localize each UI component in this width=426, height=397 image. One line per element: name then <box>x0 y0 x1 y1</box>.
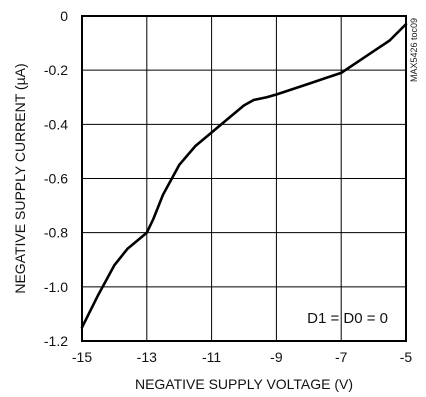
grid <box>81 15 407 342</box>
condition-annotation: D1 = D0 = 0 <box>307 310 388 327</box>
x-tick-label: -15 <box>72 349 92 365</box>
series-layer <box>80 22 408 329</box>
x-tick-label: -7 <box>335 349 348 365</box>
y-tick-label: -1.0 <box>44 279 68 295</box>
y-tick-label: -0.4 <box>44 116 68 132</box>
y-tick-label: -0.8 <box>44 225 68 241</box>
plot-frame <box>81 15 407 342</box>
y-tick-label: -0.6 <box>44 171 68 187</box>
y-tick-label: -1.2 <box>44 333 68 349</box>
series-line <box>80 22 408 329</box>
x-tick-label: -9 <box>270 349 283 365</box>
y-tick-labels: 0 -0.2 -0.4 -0.6 -0.8 -1.0 -1.2 <box>44 8 68 349</box>
x-tick-labels: -15 -13 -11 -9 -7 -5 <box>72 349 413 365</box>
figure-id-label: MAX5426 toc09 <box>409 18 419 82</box>
y-tick-label: -0.2 <box>44 62 68 78</box>
x-axis-title: NEGATIVE SUPPLY VOLTAGE (V) <box>135 376 353 392</box>
y-tick-label: 0 <box>60 8 68 24</box>
x-tick-label: -11 <box>202 349 221 365</box>
x-tick-label: -13 <box>137 349 157 365</box>
y-axis-title: NEGATIVE SUPPLY CURRENT (µA) <box>12 63 28 293</box>
x-tick-label: -5 <box>400 349 413 365</box>
